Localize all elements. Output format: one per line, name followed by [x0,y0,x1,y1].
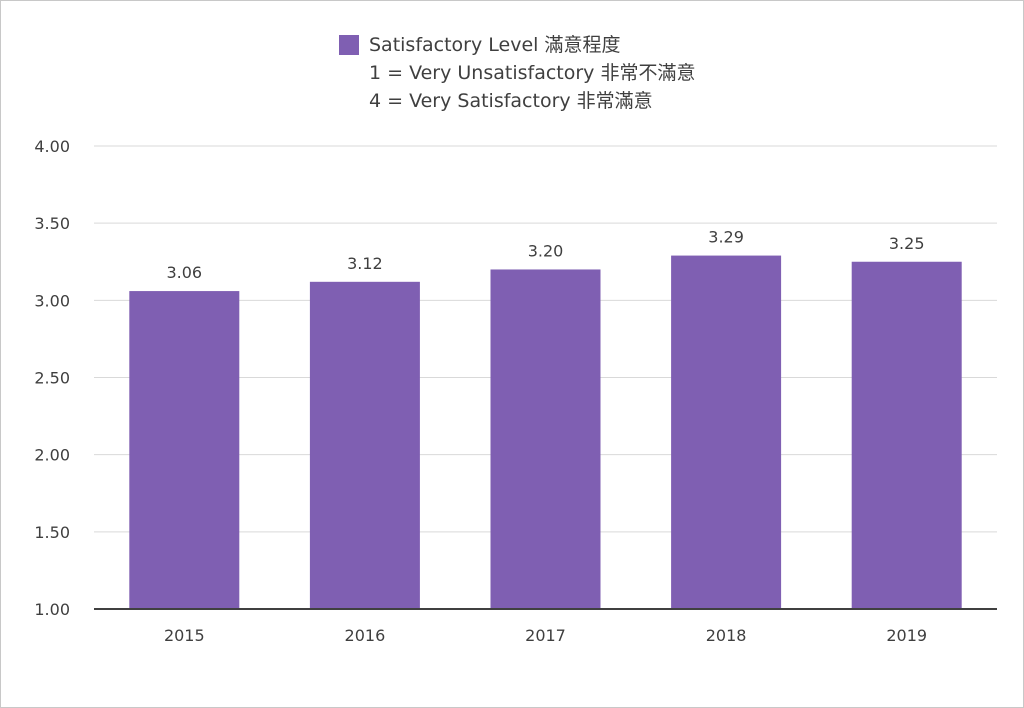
y-tick-label: 4.00 [34,137,70,156]
y-tick-label: 1.00 [34,600,70,619]
legend: Satisfactory Level 滿意程度 1 = Very Unsatis… [339,31,695,115]
legend-entry: Satisfactory Level 滿意程度 [339,31,695,59]
data-label: 3.06 [166,263,202,282]
bar [490,269,601,609]
x-tick-label: 2018 [706,626,747,645]
data-label: 3.20 [528,241,564,260]
bar [851,261,962,609]
x-tick-label: 2016 [345,626,386,645]
data-label: 3.12 [347,254,383,273]
data-label: 3.25 [889,234,925,253]
data-label: 3.29 [708,228,744,247]
x-tick-label: 2015 [164,626,205,645]
y-tick-label: 2.50 [34,369,70,388]
y-tick-label: 2.00 [34,446,70,465]
bar [671,255,782,609]
bar [309,281,420,609]
x-tick-label: 2019 [886,626,927,645]
x-tick-label: 2017 [525,626,566,645]
y-tick-label: 3.50 [34,214,70,233]
legend-swatch [339,35,359,55]
y-tick-label: 3.00 [34,291,70,310]
bar [129,291,240,609]
legend-note-min: 1 = Very Unsatisfactory 非常不滿意 [369,62,696,84]
y-tick-label: 1.50 [34,523,70,542]
legend-series-label: Satisfactory Level 滿意程度 [369,34,621,56]
legend-note: 1 = Very Unsatisfactory 非常不滿意 [339,59,695,87]
legend-note: 4 = Very Satisfactory 非常滿意 [339,87,695,115]
legend-note-max: 4 = Very Satisfactory 非常滿意 [369,90,653,112]
